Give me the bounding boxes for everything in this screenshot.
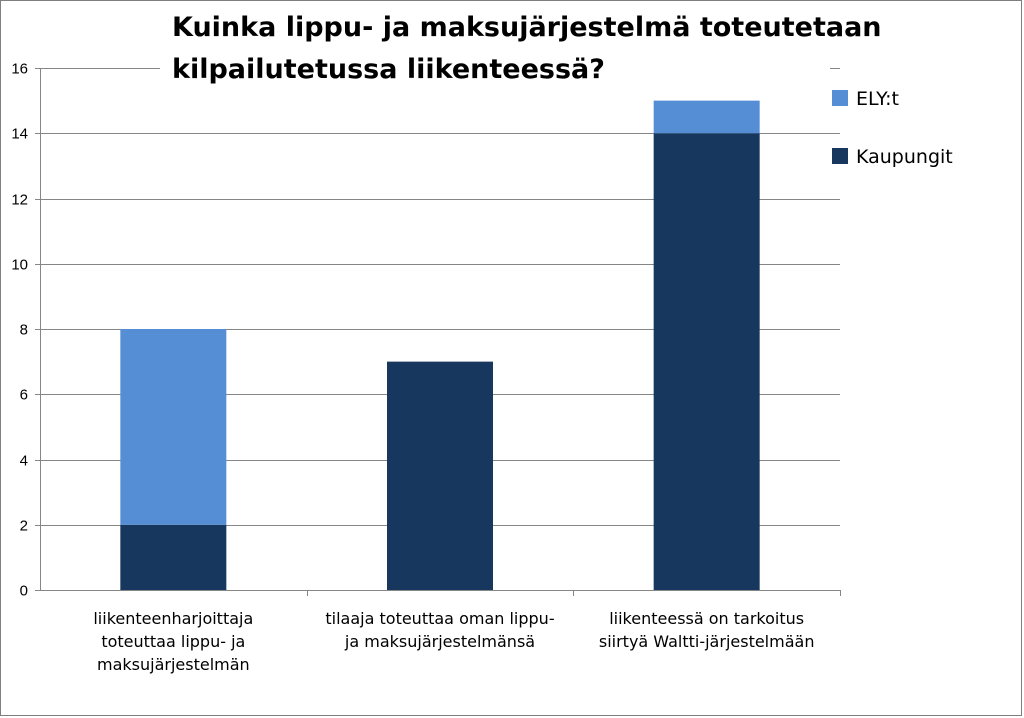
y-tick-label: 14 xyxy=(11,126,28,143)
y-tick-label: 6 xyxy=(20,387,28,404)
title-background xyxy=(160,4,830,100)
y-tick-label: 8 xyxy=(20,322,28,339)
x-category-label: ja maksujärjestelmänsä xyxy=(344,632,535,651)
y-tick-label: 0 xyxy=(20,583,28,600)
x-axis: liikenteenharjoittaja toteuttaa lippu- ja… xyxy=(40,590,841,674)
y-tick-label: 2 xyxy=(20,518,28,535)
bars xyxy=(120,100,760,590)
legend-label: Kaupungit xyxy=(856,146,953,168)
x-category-label: tilaaja toteuttaa oman lippu- xyxy=(325,609,554,628)
bar-segment xyxy=(120,329,227,525)
bar-segment xyxy=(653,133,760,590)
bar-segment xyxy=(387,361,493,590)
chart-title-line-1: Kuinka lippu- ja maksujärjestelmä toteut… xyxy=(172,12,882,43)
legend-label: ELY:t xyxy=(856,88,899,110)
chart-title-line-2: kilpailutetussa liikenteessä? xyxy=(172,54,605,85)
x-category-label: toteuttaa lippu- ja xyxy=(101,632,245,651)
y-tick-label: 12 xyxy=(11,192,28,209)
y-tick-label: 16 xyxy=(11,61,28,78)
bar-segment xyxy=(653,100,760,134)
x-category-label: maksujärjestelmän xyxy=(97,655,250,674)
y-tick-label: 4 xyxy=(20,453,28,470)
x-category-label: liikenteessä on tarkoitus xyxy=(609,609,804,628)
x-category-label: siirtyä Waltti-järjestelmään xyxy=(599,632,815,651)
legend: ELY:t Kaupungit xyxy=(832,88,953,168)
legend-swatch xyxy=(832,90,848,106)
y-axis: 0 2 4 6 8 10 12 14 16 xyxy=(11,61,41,600)
y-tick-label: 10 xyxy=(11,257,28,274)
x-category-label: liikenteenharjoittaja xyxy=(93,609,253,628)
bar-segment xyxy=(120,524,227,590)
legend-swatch xyxy=(832,148,848,164)
